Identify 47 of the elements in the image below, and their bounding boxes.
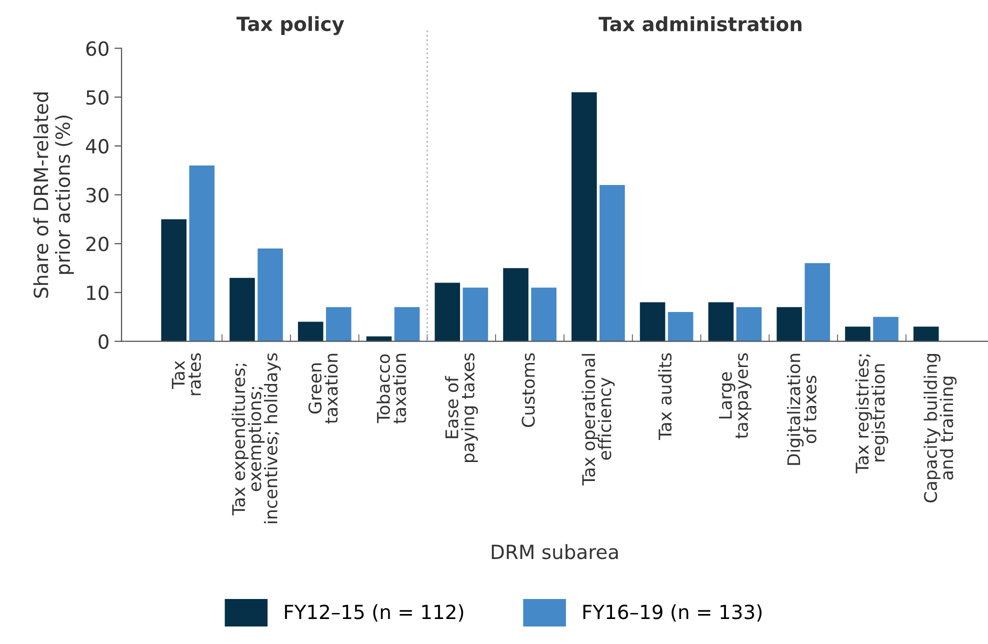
bar — [804, 263, 830, 342]
bar — [366, 336, 392, 342]
bar — [776, 307, 802, 342]
x-tick-label: Capacity building and training — [924, 354, 957, 502]
y-tick-label: 40 — [86, 138, 108, 154]
bar — [708, 302, 734, 342]
bar — [572, 92, 597, 342]
x-tick-label: Tax expenditures; exemptions; incentives; holidays — [232, 353, 281, 524]
x-tick-label: Tax rates — [172, 353, 201, 396]
x-tick-label: Tax audits — [658, 353, 672, 440]
bar — [258, 248, 283, 342]
bar — [434, 282, 460, 342]
bar — [873, 316, 898, 342]
y-tick-label: 30 — [86, 188, 108, 202]
text: Tax administration — [598, 16, 802, 32]
bar — [462, 288, 488, 342]
x-axis-title: DRM subarea — [492, 544, 618, 560]
bar — [161, 219, 186, 342]
bar — [394, 307, 420, 342]
x-tick-label: Ease of paying taxes — [444, 353, 478, 462]
x-tick-label: Customs — [522, 353, 535, 428]
bar — [189, 166, 215, 342]
text: Tax policy — [236, 16, 344, 36]
y-tick-label: 60 — [86, 41, 108, 56]
bar — [298, 322, 324, 342]
bar — [600, 185, 625, 342]
bar — [668, 312, 694, 342]
bar — [640, 302, 666, 342]
y-tick-label: 20 — [86, 236, 108, 252]
x-tick-label: Green taxation — [308, 354, 338, 424]
bar — [326, 307, 352, 342]
bar — [913, 326, 939, 342]
bar — [230, 278, 255, 342]
bar — [503, 268, 528, 342]
bar — [845, 326, 870, 342]
legend-label: FY12–15 (n = 112) — [285, 604, 464, 622]
bar — [531, 288, 556, 342]
legend-label: FY16–19 (n = 133) — [583, 604, 762, 622]
y-tick-label: 0 — [98, 334, 108, 349]
x-tick-label: Large taxpayers — [719, 353, 752, 438]
bar — [736, 307, 762, 342]
y-tick-label: 50 — [86, 90, 108, 105]
y-tick-label: 10 — [87, 285, 108, 300]
x-tick-label: Digitalization of taxes — [786, 354, 816, 465]
x-tick-label: Tobacco taxation — [376, 354, 406, 424]
x-tick-label: Tax operational efficiency — [582, 354, 615, 486]
y-axis-title: Share of DRM-related prior actions (%) — [33, 92, 74, 298]
